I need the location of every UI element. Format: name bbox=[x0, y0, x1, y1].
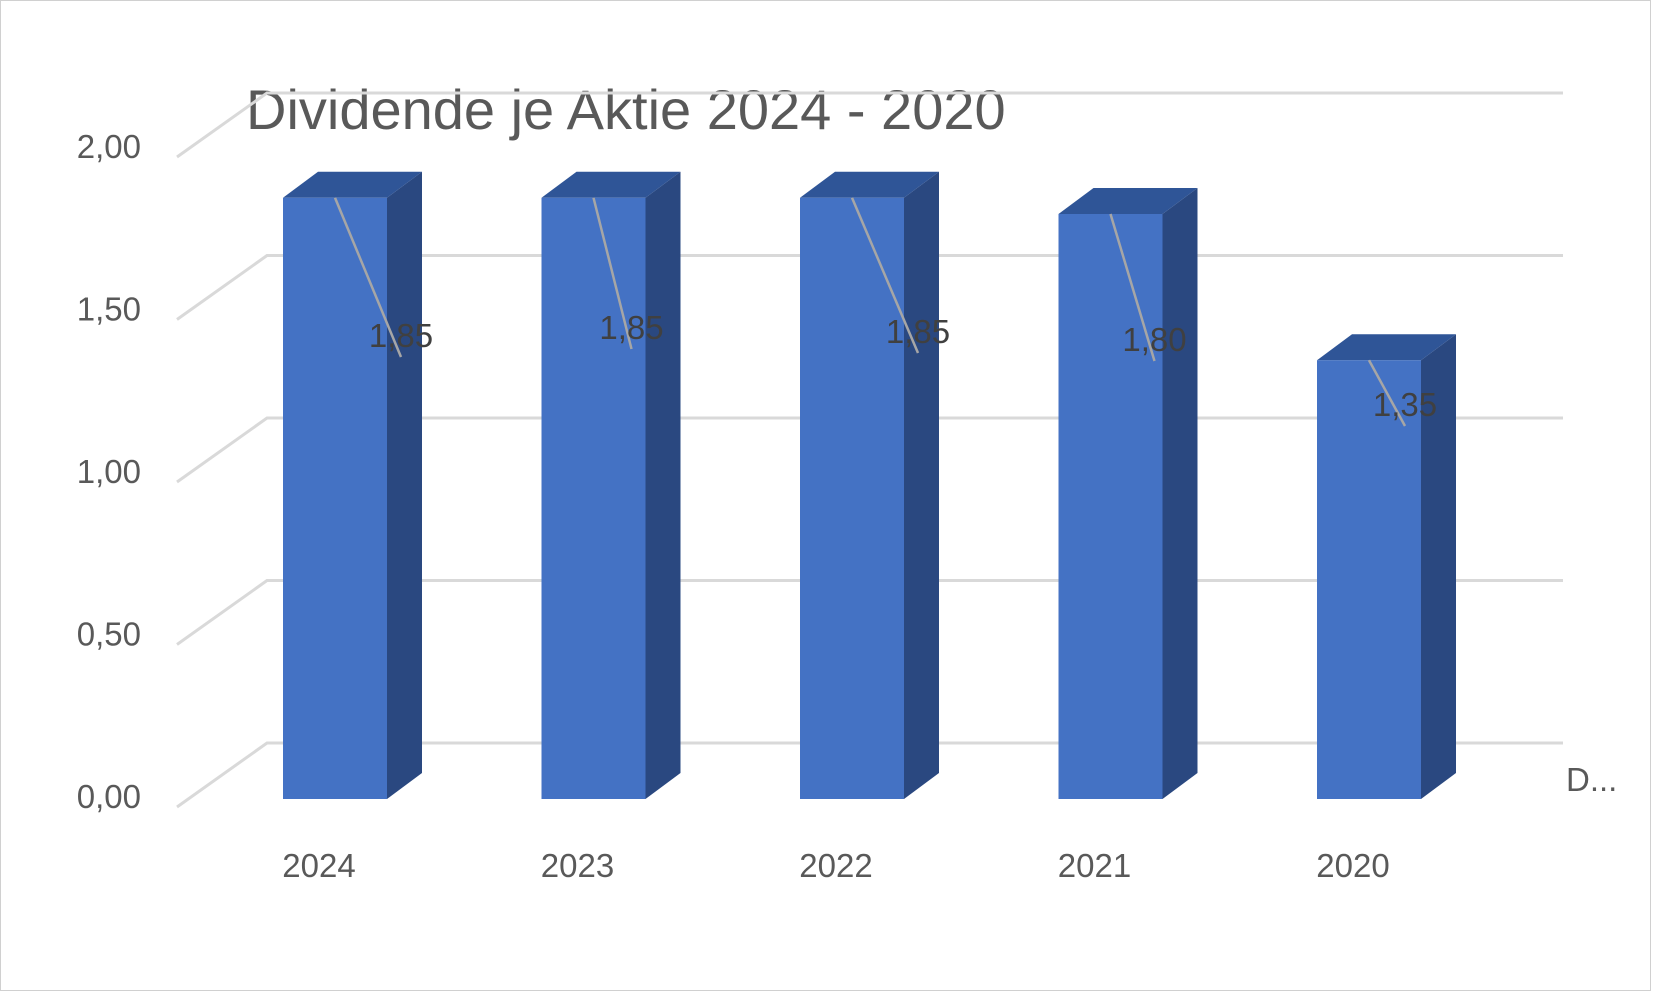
bar-top bbox=[800, 171, 939, 198]
leader-line bbox=[333, 197, 403, 358]
y-tick-label: 1,00 bbox=[77, 453, 141, 490]
bar-top bbox=[1317, 334, 1456, 361]
data-label: 1,85 bbox=[369, 317, 433, 354]
x-category-label: 2022 bbox=[799, 847, 872, 884]
bar-top bbox=[1058, 188, 1198, 214]
bar bbox=[800, 197, 904, 799]
bar-side bbox=[904, 171, 939, 799]
bar bbox=[541, 197, 646, 799]
data-label: 1,35 bbox=[1373, 386, 1437, 423]
x-category-label: 2024 bbox=[282, 847, 355, 884]
bars bbox=[283, 171, 1456, 799]
bar bbox=[1317, 360, 1421, 799]
data-label: 1,85 bbox=[599, 309, 663, 346]
leader-line bbox=[1109, 213, 1156, 362]
bar-side bbox=[645, 171, 681, 799]
bar-top bbox=[283, 171, 422, 198]
x-category-label: 2020 bbox=[1316, 847, 1389, 884]
leader-line bbox=[592, 197, 633, 350]
leader-line bbox=[850, 197, 920, 354]
x-category-label: 2021 bbox=[1058, 847, 1131, 884]
series-label: D... bbox=[1566, 761, 1617, 798]
y-axis-ticks: 0,00 0,50 1,00 1,50 2,00 bbox=[77, 128, 141, 815]
x-category-label: 2023 bbox=[541, 847, 614, 884]
leader-line bbox=[1367, 359, 1407, 427]
y-tick-label: 2,00 bbox=[77, 128, 141, 165]
chart-title: Dividende je Aktie 2024 - 2020 bbox=[246, 78, 1006, 141]
data-labels: 1,85 1,85 1,85 1,80 1,35 bbox=[369, 309, 1437, 423]
bar-top bbox=[541, 171, 681, 198]
y-tick-label: 1,50 bbox=[77, 291, 141, 328]
bar bbox=[283, 197, 387, 799]
y-tick-label: 0,50 bbox=[77, 616, 141, 653]
leader-lines bbox=[333, 197, 1407, 427]
bar bbox=[1058, 214, 1163, 799]
bar-side bbox=[1162, 188, 1198, 799]
bar-side bbox=[1421, 334, 1456, 799]
gridline bbox=[176, 91, 1563, 159]
y-tick-label: 0,00 bbox=[77, 778, 141, 815]
data-label: 1,80 bbox=[1122, 321, 1186, 358]
x-axis-categories: 2024 2023 2022 2021 2020 bbox=[282, 847, 1389, 884]
bar-side bbox=[387, 171, 422, 799]
data-label: 1,85 bbox=[886, 313, 950, 350]
